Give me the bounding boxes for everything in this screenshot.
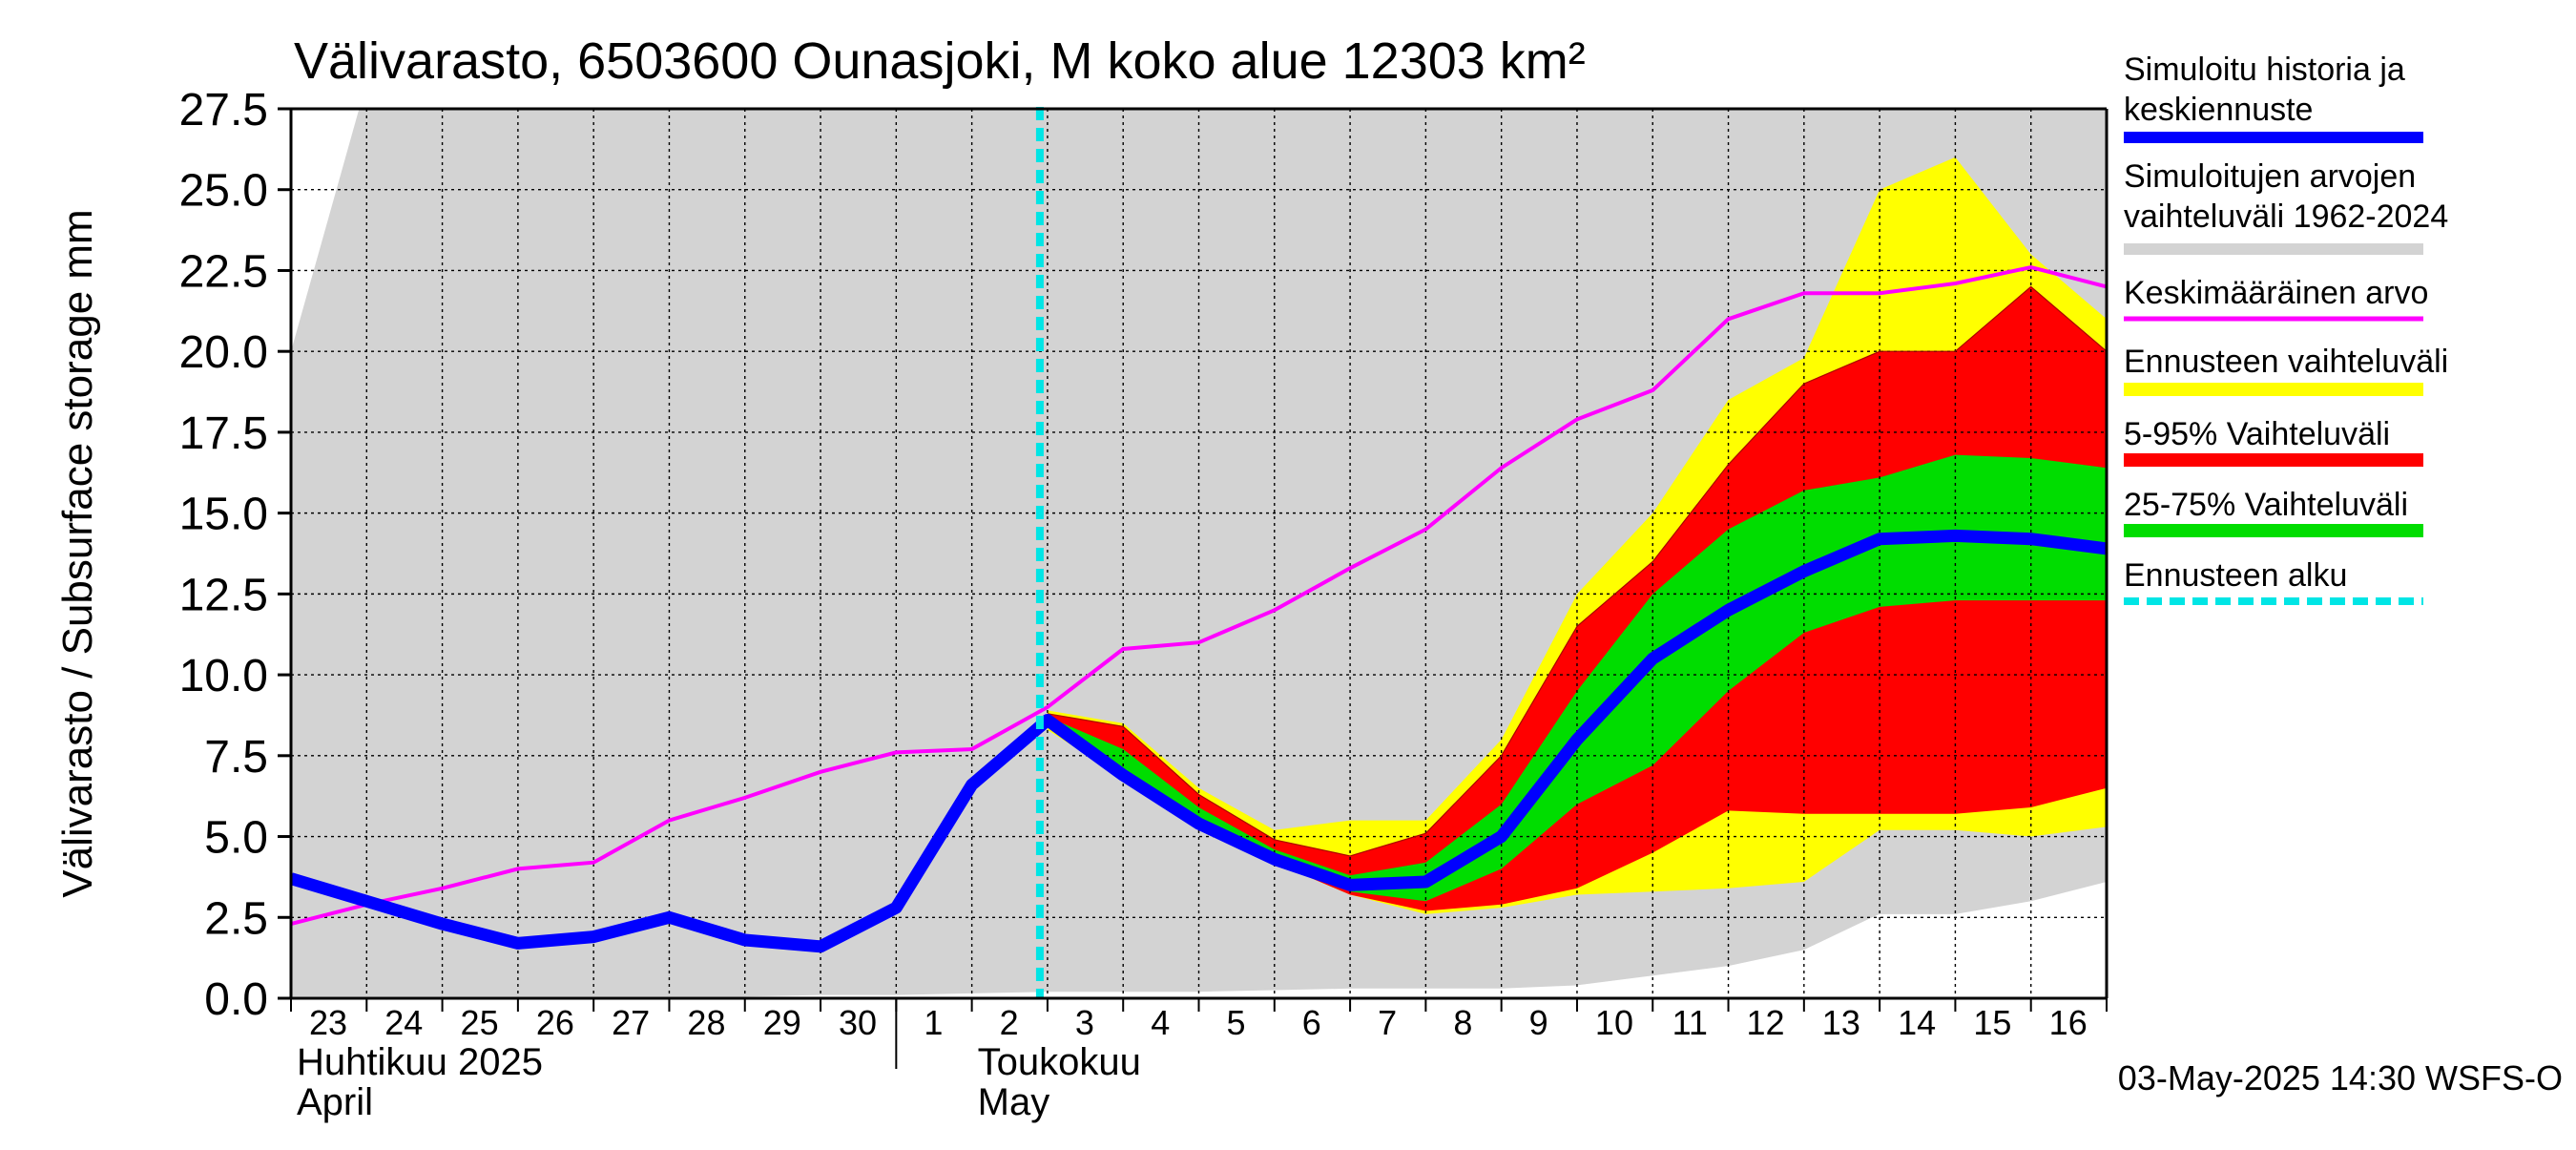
y-tick-label: 25.0 [179,166,268,217]
y-tick-label: 7.5 [204,732,268,783]
median-line [291,529,2107,953]
legend-label: Simuloitu historia ja [2124,52,2405,88]
month-label-en: April [297,1081,373,1123]
legend-item: Ennusteen vaihteluväli [2124,344,2448,396]
legend-swatch [2124,132,2423,143]
x-tick-label: 24 [384,1003,423,1042]
legend-item: Ennusteen alku [2124,557,2423,605]
x-tick-label: 9 [1529,1003,1548,1042]
footer-timestamp: 03-May-2025 14:30 WSFS-O [2118,1058,2563,1098]
y-tick-label: 27.5 [179,85,268,136]
y-tick-label: 17.5 [179,408,268,459]
x-tick-label: 25 [461,1003,499,1042]
x-tick-label: 30 [839,1003,877,1042]
legend-label: Simuloitujen arvojen [2124,158,2416,195]
legend-label: Ennusteen vaihteluväli [2124,344,2448,380]
legend-item: Simuloitujen arvojen vaihteluväli 1962-20… [2124,158,2448,255]
x-tick-label: 5 [1226,1003,1245,1042]
chart-title: Välivarasto, 6503600 Ounasjoki, M koko a… [294,32,1586,90]
x-tick-label: 27 [612,1003,650,1042]
legend-item: 5-95% Vaihteluväli [2124,416,2423,467]
x-tick-label: 11 [1672,1003,1708,1042]
p25-75-band [1047,454,2107,902]
y-tick-label: 0.0 [204,974,268,1025]
month-label-en: May [978,1081,1050,1123]
x-tick-label: 8 [1453,1003,1472,1042]
month-label-fi: Toukokuu [978,1041,1141,1083]
p5-95-band [1047,286,2107,911]
p95-edge-line [1047,285,2107,857]
legend-swatch [2124,383,2423,396]
legend-swatch [2124,243,2423,255]
x-tick-label: 15 [1973,1003,2011,1042]
legend-item: Keskimääräinen arvo [2124,275,2428,322]
y-tick-label: 2.5 [204,893,268,944]
x-tick-label: 12 [1747,1003,1785,1042]
legend-item: Simuloitu historia ja keskiennuste [2124,52,2423,143]
x-tick-label: 7 [1378,1003,1397,1042]
x-tick-label: 13 [1822,1003,1860,1042]
legend-item: 25-75% Vaihteluväli [2124,487,2423,537]
y-axis-label: Välivarasto / Subsurface storage mm [54,209,101,897]
legend-swatch [2124,316,2423,322]
x-tick-label: 2 [1000,1003,1019,1042]
x-tick-label: 1 [924,1003,943,1042]
x-tick-label: 3 [1075,1003,1094,1042]
y-tick-label: 20.0 [179,327,268,378]
x-tick-label: 28 [687,1003,725,1042]
x-tick-label: 23 [309,1003,347,1042]
y-tick-label: 10.0 [179,651,268,701]
x-tick-label: 16 [2049,1003,2088,1042]
x-tick-label: 26 [536,1003,574,1042]
legend-label: Ennusteen alku [2124,557,2347,594]
x-tick-label: 10 [1595,1003,1633,1042]
y-tick-label: 15.0 [179,490,268,540]
y-tick-label: 5.0 [204,813,268,864]
x-tick-label: 14 [1898,1003,1936,1042]
plot-clipped-group [291,109,2107,998]
y-tick-label: 22.5 [179,246,268,297]
legend-label: Keskimääräinen arvo [2124,275,2428,311]
x-tick-label: 4 [1151,1003,1170,1042]
legend-label: 5-95% Vaihteluväli [2124,416,2390,452]
legend-label: keskiennuste [2124,92,2313,128]
y-tick-label: 12.5 [179,570,268,620]
month-label-fi: Huhtikuu 2025 [297,1041,543,1083]
legend-label: vaihteluväli 1962-2024 [2124,199,2448,235]
x-tick-label: 29 [763,1003,801,1042]
legend-label: 25-75% Vaihteluväli [2124,487,2408,523]
plot-layer: 0.0 2.5 5.0 7.5 10.0 12.5 15.0 17.5 20.0 22.5 25.0… [179,85,2109,1123]
legend-layer: Simuloitu historia jakeskiennusteSimuloi… [2124,52,2448,605]
legend-swatch [2124,524,2423,537]
legend-swatch [2124,453,2423,467]
mean-line [291,265,2107,927]
x-tick-label: 6 [1302,1003,1321,1042]
